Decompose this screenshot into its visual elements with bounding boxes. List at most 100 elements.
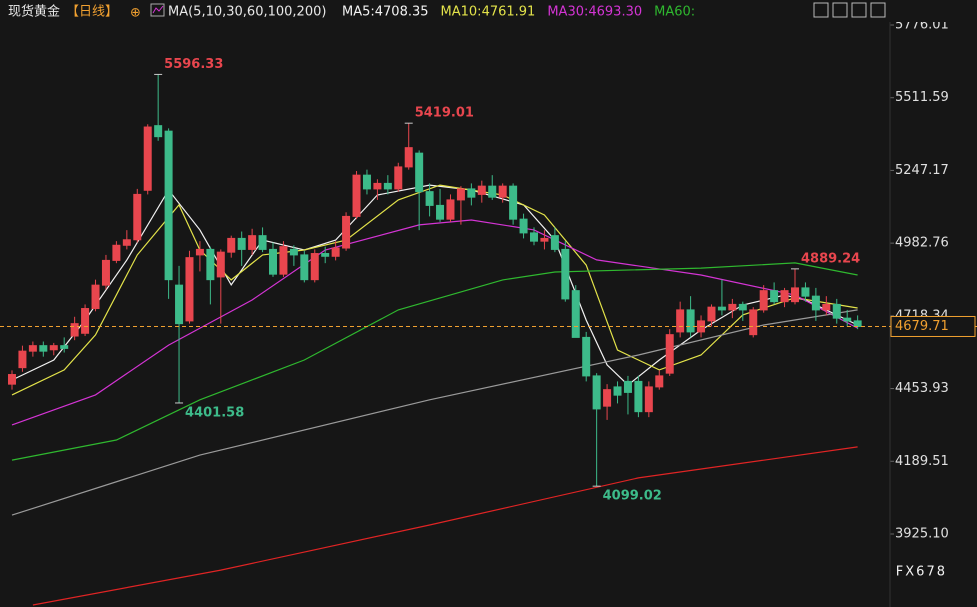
y-tick-label: 4189.51 [895, 454, 949, 469]
ma-line [11, 184, 858, 386]
y-tick-label: 3925.10 [895, 527, 949, 542]
candle-body [759, 290, 768, 311]
candle-body [18, 350, 27, 369]
candle-body [832, 303, 841, 319]
candle-body [592, 375, 601, 410]
price-tag-label: 4679.71 [895, 319, 949, 334]
ma-line [32, 446, 858, 606]
candle-body [91, 284, 100, 310]
candle-body [175, 284, 184, 325]
tool-button[interactable] [813, 2, 829, 18]
candle-body [310, 253, 319, 281]
legend-entry: MA10:4761.91 [441, 5, 536, 20]
candle-body [853, 320, 862, 327]
legend-entry: MA60: [654, 5, 695, 20]
candle-body [811, 295, 820, 311]
candle-body [383, 182, 392, 190]
candle-body [258, 235, 267, 250]
candle-body [248, 235, 257, 250]
candle-body [122, 239, 131, 246]
candle-body [665, 334, 674, 374]
annotation-label: 4401.58 [185, 405, 244, 420]
candle-body [467, 188, 476, 198]
candle-body [686, 309, 695, 333]
annotation-label: 5596.33 [164, 57, 223, 72]
ma-line [11, 262, 858, 461]
candle-body [143, 126, 152, 191]
add-icon[interactable]: ⊕ [130, 6, 141, 21]
y-tick-label: 4982.76 [895, 236, 949, 251]
toolbar [813, 2, 886, 18]
tool-button[interactable] [870, 2, 886, 18]
candle-body [269, 248, 277, 275]
y-tick-label: 4453.93 [895, 381, 949, 396]
candle-body [613, 386, 622, 396]
y-tick-label: 5511.59 [895, 90, 949, 105]
candle-body [415, 152, 424, 193]
candle-body [394, 166, 403, 190]
tool-button[interactable] [832, 2, 848, 18]
candle-body [571, 290, 580, 338]
candle-body [28, 345, 37, 352]
candle-body [289, 248, 298, 256]
tool-button[interactable] [851, 2, 867, 18]
candle-body [237, 237, 246, 250]
candle-body [446, 199, 455, 220]
candle-body [634, 380, 643, 413]
candle-body [477, 185, 486, 195]
candle-body [717, 306, 726, 311]
candle-body [60, 345, 69, 349]
candle-body [8, 374, 16, 385]
candle-body [509, 185, 518, 220]
candle-body [331, 247, 340, 257]
ma-line [11, 219, 858, 426]
candle-body [540, 237, 549, 242]
candle-body [603, 389, 612, 407]
candle-body [436, 204, 445, 220]
candle-body [216, 251, 225, 278]
candle-body [456, 188, 465, 201]
candle-body [342, 215, 351, 249]
candle-body [488, 185, 497, 198]
candle-body [185, 257, 194, 322]
candle-body [425, 191, 434, 206]
candle-body [550, 235, 559, 250]
candle-body [780, 290, 789, 303]
candle-body [770, 290, 779, 303]
candle-body [843, 317, 852, 322]
candle-body [498, 185, 507, 198]
candle-body [822, 303, 831, 311]
candle-body [279, 246, 288, 275]
header-bg [0, 0, 977, 22]
chart-title: 现货黄金 [8, 4, 60, 20]
candle-body [707, 306, 716, 322]
candle-body [195, 248, 204, 256]
candle-body [530, 232, 538, 242]
candle-body [644, 386, 653, 413]
ma-line [11, 309, 858, 516]
candle-body [49, 345, 58, 351]
candle-body [164, 130, 173, 281]
candle-body [791, 287, 799, 303]
annotation-label: 5419.01 [415, 106, 474, 121]
ma-label: MA(5,10,30,60,100,200) [168, 5, 326, 20]
candle-body [561, 248, 570, 300]
legend-entry: MA5:4708.35 [342, 5, 429, 20]
candle-body [519, 218, 528, 234]
period[interactable]: 【日线】 [66, 5, 118, 20]
watermark: FX678 [896, 565, 947, 580]
candle-body [321, 253, 330, 257]
candle-body [70, 323, 79, 337]
candle-body [39, 345, 48, 352]
candle-body [154, 125, 163, 138]
annotation-label: 4889.24 [801, 251, 860, 266]
legend-entry: MA30:4693.30 [547, 5, 642, 20]
candle-body [300, 254, 309, 281]
annotation-label: 4099.02 [603, 489, 662, 504]
ma-icon[interactable] [150, 3, 165, 17]
ma-icon-line [152, 5, 164, 14]
candle-body [352, 174, 361, 217]
ma-line [11, 184, 858, 396]
